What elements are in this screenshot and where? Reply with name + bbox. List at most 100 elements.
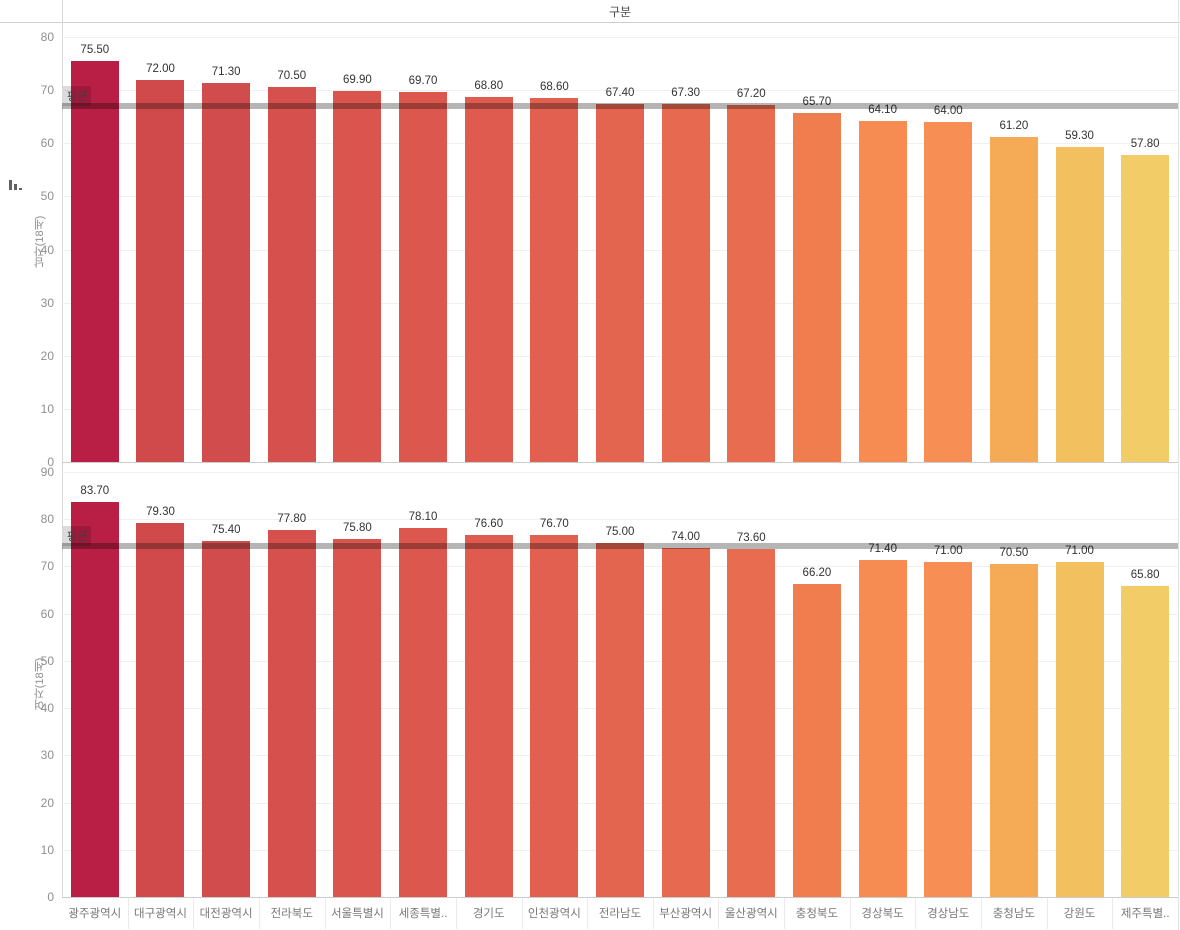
category-label-전라남도[interactable]: 전라남도 [598, 908, 642, 920]
bar-대구광역시[interactable] [136, 522, 185, 897]
bar-value-label: 77.80 [277, 512, 307, 525]
bar-전라북도[interactable] [267, 87, 316, 462]
y-tick-label: 50 [40, 653, 54, 668]
bar-경상북도[interactable] [858, 121, 907, 462]
bar-경상북도[interactable] [858, 559, 907, 897]
y-tick-label: 20 [40, 348, 54, 363]
bar-제주특별..[interactable] [1121, 586, 1170, 897]
column-header-label: 구분 [608, 4, 632, 19]
bar-부산광역시[interactable] [661, 104, 710, 462]
category-label-서울특별시[interactable]: 서울특별시 [330, 908, 384, 920]
y-tick-label: 10 [40, 842, 54, 857]
column-header: 구분 [62, 0, 1178, 22]
gridline [62, 519, 1178, 521]
y-tick-label: 60 [40, 136, 54, 151]
bar-value-label: 65.80 [1130, 569, 1160, 582]
bar-value-label: 71.00 [1065, 544, 1094, 557]
bar-제주특별..[interactable] [1121, 154, 1170, 462]
category-label-제주특별..[interactable]: 제주특별.. [1120, 908, 1170, 920]
bar-광주광역시[interactable] [70, 501, 119, 897]
bar-충청북도[interactable] [792, 584, 841, 897]
bar-경상남도[interactable] [924, 122, 973, 462]
bar-value-label: 71.30 [211, 66, 241, 79]
category-separator [390, 898, 392, 929]
bar-전라남도[interactable] [596, 103, 644, 462]
category-separator [258, 898, 260, 929]
bar-전라남도[interactable] [596, 542, 644, 897]
y-tick-label: 90 [40, 465, 54, 479]
category-label-경기도[interactable]: 경기도 [472, 908, 505, 920]
bar-충청북도[interactable] [792, 112, 841, 462]
category-label-부산광역시[interactable]: 부산광역시 [659, 908, 713, 920]
bar-울산광역시[interactable] [727, 105, 776, 462]
y-tick-label: 10 [40, 401, 54, 416]
category-label-광주광역시[interactable]: 광주광역시 [68, 908, 122, 920]
bar-충청남도[interactable] [989, 136, 1038, 462]
y-tick-label: 80 [40, 30, 54, 44]
bar-강원도[interactable] [1055, 561, 1104, 897]
bar-세종특별..[interactable] [399, 91, 448, 462]
bar-부산광역시[interactable] [661, 547, 710, 897]
category-label-전라북도[interactable]: 전라북도 [270, 908, 313, 920]
y-tick-label: 80 [40, 512, 54, 527]
bar-value-label: 66.20 [802, 567, 832, 580]
category-label-강원도[interactable]: 강원도 [1063, 908, 1096, 920]
bar-value-label: 75.40 [211, 523, 241, 536]
bar-인천광역시[interactable] [530, 97, 579, 462]
category-label-울산광역시[interactable]: 울산광역시 [724, 908, 778, 920]
bar-경기도[interactable] [464, 535, 513, 897]
bar-value-label: 74.00 [671, 530, 701, 543]
category-label-충청북도[interactable]: 충청북도 [795, 908, 839, 920]
category-separator [915, 898, 917, 929]
category-label-충청남도[interactable]: 충청남도 [992, 908, 1036, 920]
category-label-대전광역시[interactable]: 대전광역시 [199, 908, 253, 920]
average-line [62, 543, 1178, 550]
panel-divider [62, 462, 1178, 463]
bar-세종특별..[interactable] [399, 528, 448, 897]
bar-울산광역시[interactable] [727, 549, 776, 897]
bar-강원도[interactable] [1055, 146, 1104, 462]
bar-value-label: 64.10 [868, 104, 897, 117]
average-label: 평균 [63, 85, 92, 106]
bar-광주광역시[interactable] [70, 60, 119, 462]
category-label-경상북도[interactable]: 경상북도 [861, 908, 904, 920]
bar-value-label: 57.80 [1130, 137, 1160, 150]
category-separator [587, 898, 589, 929]
gridline [62, 90, 1178, 92]
bar-충청남도[interactable] [989, 564, 1038, 897]
bar-경상남도[interactable] [924, 561, 973, 897]
bar-대구광역시[interactable] [136, 79, 185, 462]
bar-value-label: 75.00 [605, 525, 635, 538]
y-tick-label: 0 [47, 455, 54, 469]
bar-경기도[interactable] [464, 96, 513, 462]
bar-대전광역시[interactable] [202, 83, 251, 462]
category-label-대구광역시[interactable]: 대구광역시 [134, 908, 187, 920]
bar-인천광역시[interactable] [530, 534, 579, 897]
y-tick-label: 20 [40, 795, 54, 810]
bar-value-label: 59.30 [1065, 129, 1094, 142]
x-axis-line [62, 897, 1178, 898]
bar-전라북도[interactable] [267, 529, 316, 897]
sort-descending-icon[interactable] [8, 178, 24, 192]
category-label-경상남도[interactable]: 경상남도 [927, 908, 970, 920]
bar-value-label: 70.50 [277, 70, 307, 83]
bar-value-label: 69.90 [343, 73, 372, 86]
category-separator [652, 898, 654, 929]
y-tick-label: 30 [40, 748, 54, 763]
category-separator [981, 898, 983, 929]
average-label: 평균 [63, 526, 92, 547]
bar-value-label: 71.40 [868, 542, 897, 555]
gridline [62, 37, 1178, 38]
bar-서울특별시[interactable] [333, 90, 382, 462]
bar-value-label: 65.70 [802, 95, 832, 108]
y-tick-label: 50 [40, 189, 54, 204]
bar-value-label: 79.30 [146, 505, 175, 518]
category-label-인천광역시[interactable]: 인천광역시 [527, 908, 581, 920]
bar-서울특별시[interactable] [333, 539, 382, 897]
bar-대전광역시[interactable] [202, 540, 251, 897]
category-label-세종특별..[interactable]: 세종특별.. [398, 908, 448, 920]
category-separator [521, 898, 523, 929]
bar-value-label: 83.70 [80, 484, 110, 497]
category-separator [324, 898, 326, 929]
y-axis-title: 여자(18세) [34, 657, 46, 711]
